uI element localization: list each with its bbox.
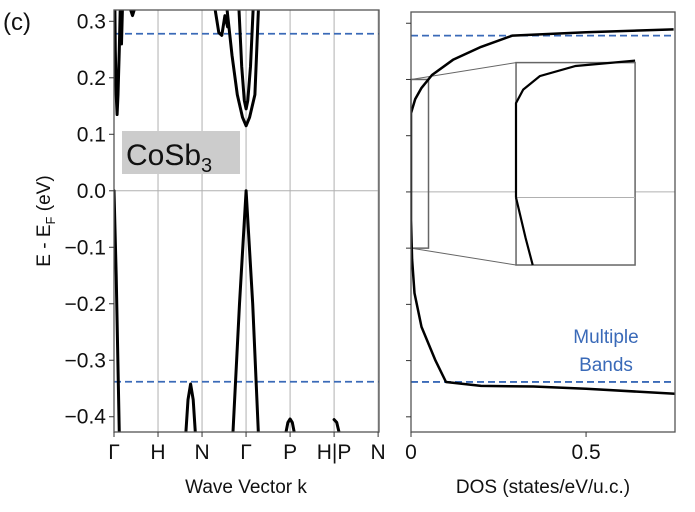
kpoint-label: H|P	[317, 441, 352, 464]
multiple-bands-annotation-line1: Multiple	[573, 327, 638, 348]
band-y-axis-label: E - EF (eV)	[34, 175, 58, 266]
y-tick-label: 0.2	[77, 67, 106, 90]
kpoint-label: Γ	[240, 441, 252, 464]
band-line-vb-near-N	[184, 382, 197, 432]
dos-curve-group	[411, 28, 675, 396]
dos-zoom-inset	[410, 59, 636, 266]
dos-axes-frame	[410, 11, 676, 433]
y-tick-label: 0.3	[77, 10, 106, 33]
band-line-cb-gamma-left-b	[119, 10, 124, 46]
band-x-ticks: Γ H N Γ P H|P N	[108, 432, 386, 464]
kpoint-label: P	[283, 441, 297, 464]
band-line-vb-HP	[332, 418, 341, 432]
band-line-vb-gamma-mid	[231, 189, 260, 432]
zoom-connector-bottom	[410, 247, 517, 266]
inset-dos-curve-upper	[514, 59, 636, 198]
inset-dos-curve-lower	[514, 197, 534, 266]
dos-y-ticks	[406, 22, 411, 418]
zoom-connector-top	[410, 62, 517, 80]
dos-curve	[411, 28, 675, 396]
y-tick-label: −0.3	[65, 349, 106, 372]
dos-x-ticks: 0 0.5	[405, 432, 601, 464]
band-line-vb-P	[284, 417, 296, 432]
dos-x-tick-label: 0	[405, 441, 417, 464]
y-tick-label: −0.2	[65, 293, 106, 316]
kpoint-label: H	[150, 441, 165, 464]
dos-x-tick-label: 0.5	[571, 441, 600, 464]
band-grid	[113, 10, 379, 432]
band-line-cb-gamma-left-a	[114, 10, 122, 116]
kpoint-label: N	[371, 441, 386, 464]
band-structure-panel: 0.3 0.2 0.1 0.0 −0.1 −0.2 −0.3 −0.4 Γ H N Γ P H|P N C…	[3, 9, 386, 498]
material-label: CoSb3	[126, 139, 212, 177]
band-x-axis-label: Wave Vector k	[185, 477, 307, 498]
band-line-cb-gamma-mid-inner	[237, 10, 255, 111]
band-line-cb-gamma-left-c	[129, 10, 136, 18]
dos-panel: 0 0.5 Multiple Bands DOS (states/eV/u.c.)	[405, 11, 676, 498]
material-label-box	[122, 131, 240, 174]
band-line-cb-gamma-mid-outer	[225, 10, 260, 128]
band-y-ticks: 0.3 0.2 0.1 0.0 −0.1 −0.2 −0.3 −0.4	[65, 10, 114, 429]
y-tick-label: 0.1	[77, 123, 106, 146]
band-line-cb-near-gamma-wiggle	[213, 10, 230, 37]
dos-x-axis-label: DOS (states/eV/u.c.)	[456, 477, 630, 498]
y-tick-label: 0.0	[77, 180, 106, 203]
band-line-vb-gamma-left	[114, 189, 121, 432]
y-tick-label: −0.1	[65, 236, 106, 259]
kpoint-label: N	[194, 441, 209, 464]
zoom-inset-box	[515, 61, 636, 266]
multiple-bands-annotation-line2: Bands	[579, 355, 633, 376]
y-tick-label: −0.4	[65, 406, 107, 429]
kpoint-label: Γ	[108, 441, 120, 464]
band-curves	[114, 10, 341, 432]
panel-label: (c)	[3, 9, 31, 36]
